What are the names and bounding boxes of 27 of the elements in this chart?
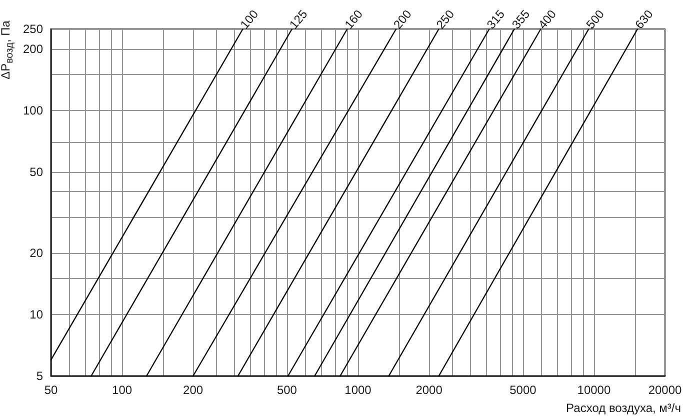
text: 250: [433, 6, 458, 32]
x-tick-label: 1000: [344, 383, 372, 397]
text: 315: [484, 6, 508, 32]
x-tick-label: 200: [183, 383, 204, 397]
x-tick-label: 20000: [648, 383, 682, 397]
x-tick-label: 2000: [416, 383, 443, 397]
x-tick-label: 500: [276, 383, 298, 397]
text: 160: [342, 6, 366, 32]
y-tick-label: 20: [30, 246, 44, 260]
y-tick-label: 5: [36, 369, 44, 383]
text: 200: [390, 6, 415, 32]
x-tick-label: 5000: [510, 383, 537, 397]
y-tick-label: 10: [30, 308, 44, 322]
text: 125: [286, 6, 310, 32]
text: 100: [237, 6, 262, 32]
y-tick-label: 50: [30, 164, 44, 179]
text: 500: [583, 6, 608, 32]
x-tick-label: 50: [44, 383, 58, 397]
x-tick-label: 10000: [577, 383, 611, 397]
x-axis-title: Расход воздуха, м³/ч: [566, 401, 681, 415]
text: 400: [535, 6, 560, 32]
text: 630: [632, 6, 656, 32]
y-tick-label: 100: [22, 103, 44, 118]
text: 355: [509, 6, 533, 32]
y-tick-label: 250: [22, 22, 44, 36]
x-tick-label: 100: [112, 383, 132, 397]
y-tick-label: 200: [22, 42, 44, 56]
